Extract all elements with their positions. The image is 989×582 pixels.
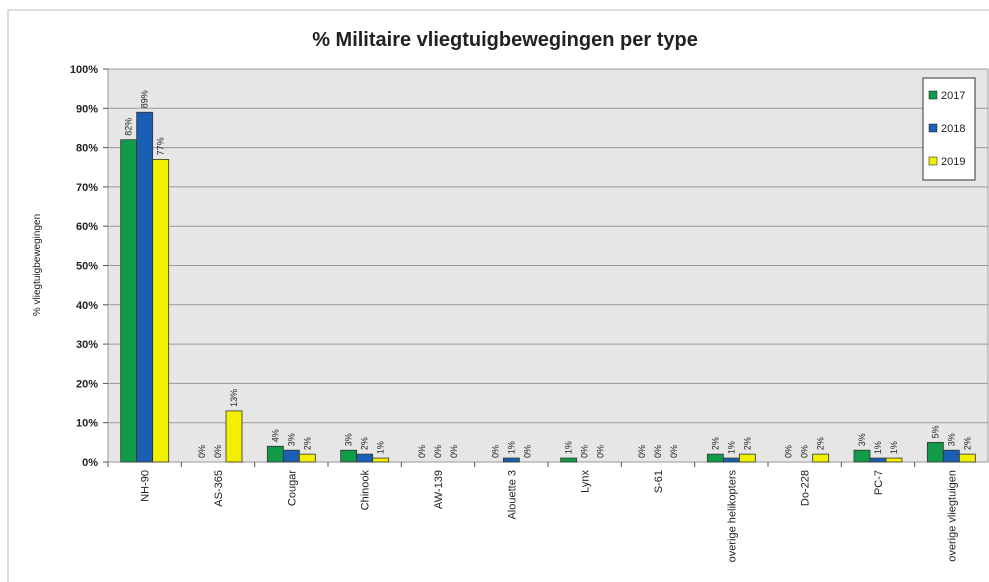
y-tick-label: 70% (76, 182, 98, 194)
legend-swatch (928, 90, 938, 100)
value-label: 3% (344, 433, 354, 446)
value-label: 1% (889, 441, 899, 454)
bar (120, 139, 138, 463)
legend-label: 2017 (941, 90, 965, 102)
value-label: 2% (302, 437, 312, 450)
y-tick-label: 90% (76, 103, 98, 115)
y-tick-label: 50% (76, 261, 98, 273)
bar (722, 457, 740, 463)
bar (136, 111, 154, 463)
value-label: 0% (669, 445, 679, 458)
y-tick-label: 20% (76, 378, 98, 390)
value-label: 0% (213, 445, 223, 458)
x-tick-label: Alouette 3 (506, 470, 518, 520)
x-tick-label: overige helikopters (726, 470, 738, 563)
value-label: 2% (742, 437, 752, 450)
x-tick-label: PC-7 (873, 470, 885, 495)
value-label: 3% (857, 433, 867, 446)
value-label: 5% (930, 425, 940, 438)
value-label: 0% (197, 445, 207, 458)
y-tick-label: 60% (76, 221, 98, 233)
value-label: 1% (564, 441, 574, 454)
bar (372, 457, 390, 463)
value-label: 0% (449, 445, 459, 458)
y-tick-label: 40% (76, 300, 98, 312)
value-label: 2% (360, 437, 370, 450)
value-label: 82% (124, 118, 134, 136)
bar (853, 449, 871, 463)
value-label: 2% (962, 437, 972, 450)
y-tick-label: 100% (70, 64, 98, 76)
x-tick-label: S-61 (653, 470, 665, 493)
value-label: 2% (710, 437, 720, 450)
x-tick-label: Do-228 (800, 470, 812, 506)
bar (340, 449, 358, 463)
bar (706, 453, 724, 463)
value-label: 1% (506, 441, 516, 454)
legend-label: 2018 (941, 123, 965, 135)
bar (502, 457, 520, 463)
bar (282, 449, 300, 463)
value-label: 0% (596, 445, 606, 458)
bar (225, 410, 243, 463)
y-tick-label: 30% (76, 339, 98, 351)
value-label: 89% (140, 90, 150, 108)
chart-title: % Militaire vliegtuigbewegingen per type (312, 29, 698, 51)
value-label: 0% (433, 445, 443, 458)
value-label: 0% (637, 445, 647, 458)
value-label: 0% (653, 445, 663, 458)
y-axis-label: % vliegtuigbewegingen (32, 214, 43, 316)
bar (812, 453, 830, 463)
value-label: 3% (946, 433, 956, 446)
bar (942, 449, 960, 463)
value-label: 13% (229, 389, 239, 407)
value-label: 0% (800, 445, 810, 458)
legend-swatch (928, 156, 938, 166)
bar (869, 457, 887, 463)
x-tick-label: Cougar (286, 470, 298, 506)
bar (152, 158, 170, 463)
legend-swatch (928, 123, 938, 133)
value-label: 0% (417, 445, 427, 458)
bar (926, 441, 944, 463)
x-tick-label: NH-90 (140, 470, 152, 502)
value-label: 2% (816, 437, 826, 450)
bar (560, 457, 578, 463)
x-tick-label: overige vliegtuigen (946, 470, 958, 562)
value-label: 77% (156, 137, 166, 155)
y-tick-label: 10% (76, 418, 98, 430)
y-tick-label: 0% (82, 457, 98, 469)
value-label: 0% (490, 445, 500, 458)
y-tick-label: 80% (76, 143, 98, 155)
bar (298, 453, 316, 463)
bar (738, 453, 756, 463)
value-label: 1% (873, 441, 883, 454)
value-label: 0% (580, 445, 590, 458)
value-label: 4% (270, 429, 280, 442)
value-label: 1% (376, 441, 386, 454)
value-label: 0% (522, 445, 532, 458)
x-tick-label: Lynx (580, 470, 592, 493)
legend-label: 2019 (941, 156, 965, 168)
bar (356, 453, 374, 463)
bar (266, 445, 284, 463)
x-tick-label: AS-365 (213, 470, 225, 507)
value-label: 3% (286, 433, 296, 446)
bar (885, 457, 903, 463)
bar (958, 453, 976, 463)
x-tick-label: Chinook (360, 470, 372, 511)
value-label: 1% (726, 441, 736, 454)
x-tick-label: AW-139 (433, 470, 445, 509)
value-label: 0% (784, 445, 794, 458)
